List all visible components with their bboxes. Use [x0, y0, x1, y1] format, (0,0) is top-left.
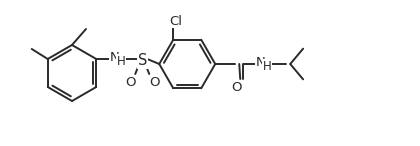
Text: Cl: Cl	[170, 15, 183, 28]
Text: N: N	[109, 51, 119, 64]
Text: H: H	[117, 55, 126, 68]
Text: O: O	[149, 76, 160, 89]
Text: H: H	[263, 60, 272, 73]
Text: N: N	[255, 56, 265, 69]
Text: S: S	[138, 53, 147, 68]
Text: O: O	[125, 76, 136, 89]
Text: O: O	[231, 81, 242, 94]
